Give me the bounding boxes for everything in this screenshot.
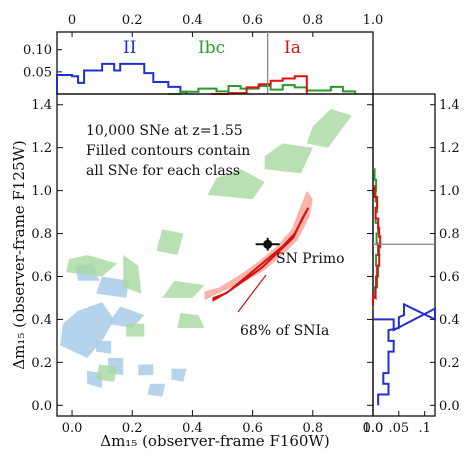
ibc-contour-blob	[66, 255, 118, 277]
right-y-tick-label: 0.4	[439, 313, 460, 328]
ii-contour-blob	[108, 306, 145, 328]
ii-contour-blob	[171, 368, 187, 382]
main-x-tick-label: 0.4	[182, 421, 203, 436]
main-y-tick-label: 0.4	[31, 313, 52, 328]
main-y-tick-label: 1.2	[31, 141, 52, 156]
ia-contour	[204, 190, 313, 301]
top-y-ticks: 0.05 0.10	[23, 43, 62, 80]
right-hist-ii	[373, 302, 436, 406]
main-x-tick-label: 0.6	[242, 421, 263, 436]
top-x-tick-label: 0.6	[242, 13, 263, 28]
top-hist-lines	[56, 62, 356, 95]
sn-primo-point	[255, 237, 280, 251]
top-x-ticks: 0 0.2 0.4 0.6 0.8 1.0	[68, 13, 383, 37]
ii-contour-blob	[96, 276, 130, 298]
top-y-tick-label: 0.05	[23, 65, 52, 80]
ibc-contour-blob	[207, 169, 265, 200]
right-y-tick-label: 1.4	[439, 98, 460, 113]
right-hist-ibc	[372, 168, 381, 309]
main-y-tick-label: 1.0	[31, 184, 52, 199]
annotation-line-1: 10,000 SNe at z=1.55	[86, 123, 243, 139]
top-hist-ia	[210, 75, 308, 95]
sn-primo-marker	[263, 239, 273, 249]
right-x-tick-label: .05	[388, 421, 409, 436]
main-y-tick-label: 1.4	[31, 98, 52, 113]
ii-contour-blob	[60, 302, 115, 358]
top-y-tick-label: 0.10	[23, 43, 52, 58]
top-x-tick-label: 0	[68, 13, 76, 28]
y-axis-label: Δm₁₅ (observer-frame F125W)	[10, 140, 28, 370]
ibc-contour-blob	[123, 255, 142, 294]
top-x-tick-label: 0.8	[302, 13, 323, 28]
top-x-tick-label: 0.4	[182, 13, 203, 28]
class-label-ii: II	[123, 38, 136, 58]
ia-68-pointer	[237, 274, 267, 313]
sn-primo-label: SN Primo	[276, 251, 345, 267]
ibc-contour-blob	[264, 143, 313, 174]
class-label-ibc: Ibc	[198, 38, 225, 58]
right-y-tick-label: 1.0	[439, 184, 460, 199]
ibc-contour-blob	[156, 229, 184, 255]
main-x-ticks: 0.0 0.2 0.4 0.6 0.8 1.0	[62, 410, 384, 436]
ii-contour-blob	[96, 340, 112, 354]
top-x-tick-label: 1.0	[363, 13, 384, 28]
ibc-contour-blob	[177, 313, 205, 328]
x-axis-label: Δm₁₅ (observer-frame F160W)	[100, 432, 330, 450]
right-y-tick-label: 0.6	[439, 270, 460, 285]
main-y-tick-label: 0.0	[31, 399, 52, 414]
ibc-contour-blob	[162, 280, 205, 298]
right-y-tick-label: 1.2	[439, 141, 460, 156]
top-hist-ibc	[168, 84, 356, 95]
main-y-tick-label: 0.6	[31, 270, 52, 285]
top-x-tick-label: 0.2	[122, 13, 143, 28]
main-y-tick-label: 0.8	[31, 227, 52, 242]
right-x-ticks: 0.0 .05 .1	[363, 411, 431, 436]
main-y-tick-label: 0.2	[31, 356, 52, 371]
main-x-tick-label: 0.8	[302, 421, 323, 436]
ia-68-contour	[212, 207, 310, 302]
top-histogram-panel: 0 0.2 0.4 0.6 0.8 1.0 0.05 0.10 II Ibc Ia	[23, 13, 383, 95]
ii-contour-blob	[138, 364, 154, 376]
ii-contours	[60, 263, 187, 397]
right-x-tick-label: .1	[418, 421, 430, 436]
main-x-tick-label: 1.0	[363, 421, 384, 436]
top-hist-ii	[56, 62, 188, 94]
ibc-contour-blob	[96, 364, 118, 382]
main-panel: 0.0 0.2 0.4 0.6 0.8 1.0 0.0 0.2 0.4 0.6 0.8 1.0 1.2…	[10, 93, 384, 450]
right-histogram-panel: 0.0 .05 .1 0.0 0.2 0.4 0.6 0.8 1.0 1.2 1.4	[363, 93, 460, 436]
right-hist-frame	[372, 93, 436, 417]
main-y-ticks: 0.0 0.2 0.4 0.6 0.8 1.0 1.2 1.4	[31, 98, 373, 414]
right-hist-ia	[372, 185, 382, 307]
right-y-tick-label: 0.8	[439, 227, 460, 242]
right-hist-lines	[372, 168, 436, 406]
right-y-tick-label: 0.0	[439, 399, 460, 414]
ibc-contour-blob	[306, 109, 352, 148]
right-x-tick-label: 0.0	[363, 421, 384, 436]
annotation-line-2: Filled contours contain	[86, 143, 250, 159]
main-x-tick-label: 0.2	[122, 421, 143, 436]
class-label-ia: Ia	[284, 38, 301, 58]
right-y-ticks: 0.0 0.2 0.4 0.6 0.8 1.0 1.2 1.4	[430, 98, 460, 414]
ibc-contour-blob	[126, 323, 145, 337]
annotation-line-3: all SNe for each class	[86, 163, 240, 179]
ia-68-label: 68% of SNIa	[240, 323, 329, 339]
ii-contour-blob	[147, 383, 166, 397]
right-y-tick-label: 0.2	[439, 356, 460, 371]
main-x-tick-label: 0.0	[62, 421, 83, 436]
ibc-contours	[66, 109, 352, 382]
